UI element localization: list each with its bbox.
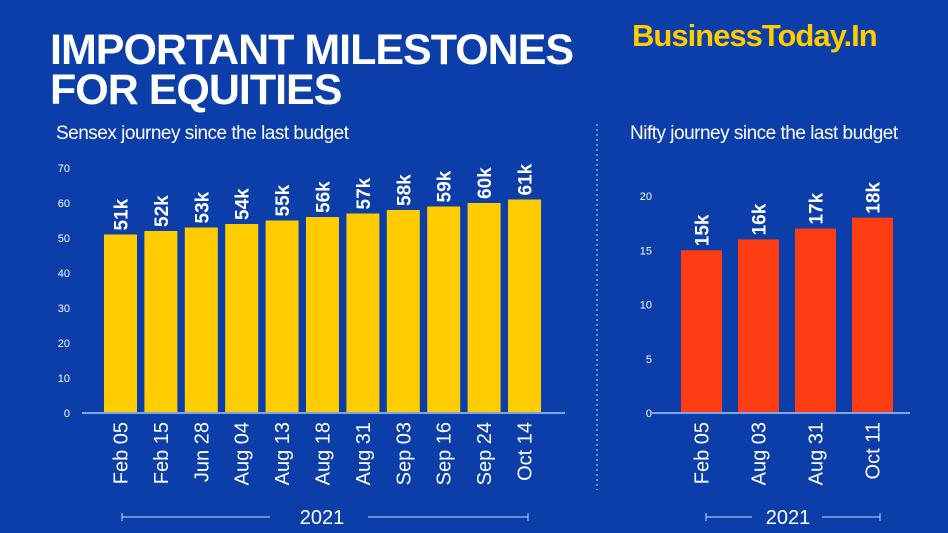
y-tick-label: 40 [58, 268, 70, 280]
x-axis-label: 2021 [766, 507, 811, 529]
title-line-1: IMPORTANT MILESTONES [50, 26, 573, 74]
y-tick-label: 10 [640, 300, 652, 312]
y-tick-label: 0 [64, 408, 70, 420]
bar [508, 199, 541, 413]
bar [738, 239, 779, 413]
data-label: 18k [864, 182, 885, 214]
data-label: 15k [693, 214, 714, 246]
bar [144, 231, 178, 413]
data-label: 61k [516, 163, 537, 195]
data-label: 60k [475, 167, 496, 199]
data-label: 16k [750, 203, 771, 235]
x-tick-label: Oct 14 [515, 422, 537, 481]
bar [467, 203, 501, 413]
x-tick-label: Aug 13 [272, 422, 294, 485]
x-tick-label: Feb 15 [151, 422, 173, 484]
bar [184, 227, 218, 413]
data-label: 54k [233, 188, 254, 220]
x-tick-label: Aug 04 [232, 422, 254, 485]
data-label: 57k [354, 177, 375, 209]
data-label: 56k [314, 181, 335, 213]
bar [852, 217, 893, 413]
x-tick-label: Jun 28 [191, 422, 213, 482]
x-axis-label: 2021 [300, 507, 345, 529]
title-line-2: FOR EQUITIES [50, 66, 341, 114]
y-tick-label: 5 [646, 354, 652, 366]
bar [427, 206, 461, 413]
bar [306, 217, 339, 413]
x-tick-label: Aug 31 [806, 422, 828, 485]
bar [386, 210, 420, 413]
x-tick-label: Sep 24 [474, 422, 496, 485]
bar [346, 213, 380, 413]
chart-title: Sensex journey since the last budget [56, 123, 350, 144]
bar [681, 250, 722, 413]
y-tick-label: 30 [58, 303, 70, 315]
data-label: 53k [192, 191, 213, 223]
nifty-chart: Nifty journey since the last budget 0 5 10 1… [630, 123, 910, 529]
x-tick-label: Aug 31 [353, 422, 375, 485]
y-tick-label: 50 [58, 233, 70, 245]
data-label: 17k [807, 192, 828, 224]
sensex-chart: Sensex journey since the last budget 0 10 2… [56, 123, 565, 529]
data-label: 51k [112, 198, 133, 230]
x-tick-label: Sep 16 [434, 422, 456, 485]
y-tick-label: 70 [58, 163, 70, 175]
x-tick-label: Aug 18 [313, 422, 335, 485]
y-tick-label: 60 [58, 198, 70, 210]
data-label: 55k [273, 184, 294, 216]
x-tick-label: Sep 03 [393, 422, 415, 485]
data-label: 52k [152, 195, 173, 227]
bar [795, 228, 836, 413]
bar [225, 224, 259, 413]
data-label: 59k [435, 170, 456, 202]
logo: BusinessToday.In [632, 18, 877, 53]
y-tick-label: 15 [640, 245, 652, 257]
y-tick-label: 10 [58, 373, 70, 385]
chart-title: Nifty journey since the last budget [630, 123, 899, 144]
y-tick-label: 0 [646, 408, 652, 420]
x-tick-label: Feb 05 [111, 422, 133, 484]
y-tick-label: 20 [58, 338, 70, 350]
x-tick-label: Aug 03 [749, 422, 771, 485]
bar [104, 234, 137, 413]
x-tick-label: Oct 11 [863, 422, 885, 479]
y-tick-label: 20 [640, 191, 652, 203]
data-label: 58k [394, 174, 415, 206]
x-tick-label: Feb 05 [692, 422, 714, 484]
bar [265, 220, 299, 413]
